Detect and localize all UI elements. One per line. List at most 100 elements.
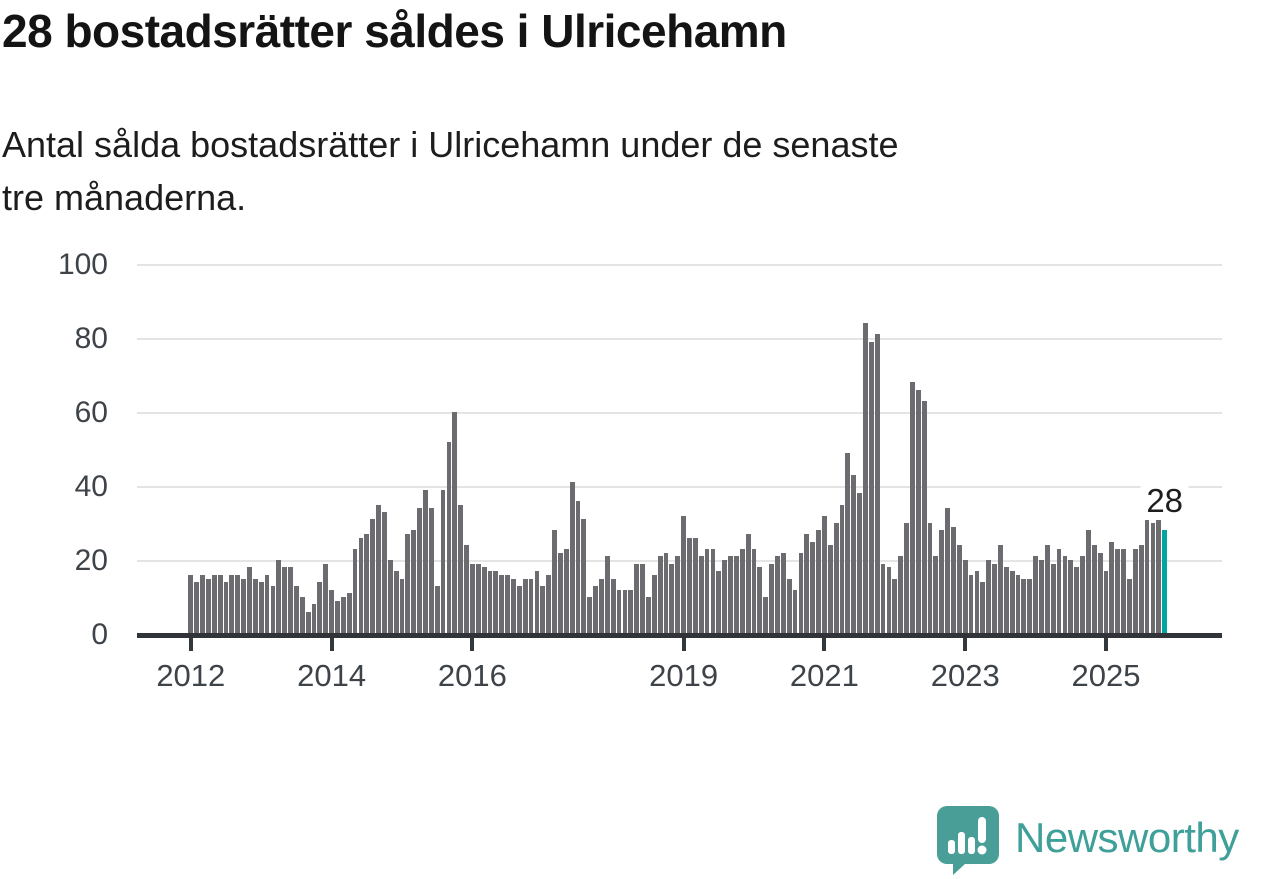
bar — [1127, 578, 1132, 634]
bar — [1150, 523, 1156, 634]
bar — [692, 537, 698, 634]
page-title: 28 bostadsrätter såldes i Ulricehamn — [2, 5, 787, 57]
chart-subtitle: Antal sålda bostadsrätter i Ulricehamn u… — [2, 124, 899, 219]
newsworthy-logo-text: Newsworthy — [1015, 814, 1239, 861]
bar — [1074, 567, 1080, 634]
bar — [734, 556, 739, 634]
bar — [939, 530, 945, 634]
newsworthy-logo-icon — [937, 806, 999, 875]
y-tick-label-80: 80 — [74, 322, 108, 355]
bar — [317, 582, 323, 634]
x-tick-label-2023: 2023 — [930, 658, 1000, 693]
bar — [1062, 556, 1068, 634]
bar — [399, 578, 405, 634]
bar — [540, 585, 546, 634]
bar — [634, 563, 640, 634]
bar — [241, 578, 246, 634]
bar — [1056, 548, 1062, 634]
bar — [434, 585, 440, 634]
bar — [323, 563, 329, 634]
bar — [546, 574, 552, 634]
x-tick-2025 — [1104, 638, 1108, 651]
bar — [311, 604, 317, 634]
bar — [188, 574, 194, 634]
bar — [646, 597, 651, 634]
bar — [722, 560, 728, 634]
bar — [382, 511, 387, 634]
bar — [868, 341, 874, 634]
bar — [1132, 548, 1138, 634]
bar — [1009, 571, 1015, 634]
x-tick-2021 — [822, 638, 827, 651]
bar — [628, 589, 634, 634]
bar — [223, 582, 229, 634]
bar — [687, 537, 692, 634]
bar — [340, 597, 346, 634]
bar — [599, 578, 604, 634]
y-tick-label-20: 20 — [74, 544, 108, 577]
bar — [704, 548, 710, 634]
bar — [681, 515, 686, 634]
bar — [569, 482, 575, 634]
bar — [675, 556, 681, 634]
bar — [211, 574, 217, 634]
bar — [798, 552, 804, 634]
bar — [1138, 545, 1144, 634]
bar — [610, 578, 616, 634]
bar — [511, 578, 516, 634]
bar — [769, 563, 774, 634]
bar — [1091, 545, 1097, 634]
last-value-label: 28 — [1140, 483, 1190, 520]
bar — [481, 567, 487, 634]
x-tick-label-2012: 2012 — [156, 658, 226, 693]
bar — [863, 323, 868, 634]
bar — [857, 493, 862, 634]
bar — [206, 578, 211, 634]
bar — [927, 523, 933, 634]
bar — [247, 567, 252, 634]
bar — [951, 526, 956, 634]
bar — [962, 560, 968, 634]
bar — [200, 574, 205, 634]
x-tick-2014 — [329, 638, 334, 651]
bar — [1027, 578, 1033, 634]
newsworthy-logo: Newsworthy — [933, 800, 1239, 876]
bar — [1109, 541, 1115, 634]
bar — [839, 504, 845, 634]
bar — [558, 552, 563, 634]
bar — [1097, 552, 1103, 634]
bar — [816, 530, 821, 634]
bar — [780, 552, 786, 634]
bar — [1033, 556, 1038, 634]
gridline-40 — [137, 486, 1222, 488]
bar — [581, 519, 587, 634]
bar — [1080, 556, 1085, 634]
bar — [305, 611, 311, 634]
bar — [528, 578, 534, 634]
x-tick-2023 — [963, 638, 968, 651]
bar — [464, 545, 469, 634]
bar — [710, 548, 716, 634]
bar — [470, 563, 475, 634]
bar — [575, 500, 581, 634]
bar — [294, 585, 299, 634]
bar — [968, 574, 974, 634]
bar — [904, 523, 909, 634]
bar — [258, 582, 264, 634]
bar — [669, 563, 675, 634]
bar-current — [1162, 530, 1168, 634]
bar — [657, 556, 663, 634]
bar — [364, 534, 370, 634]
bar — [886, 567, 892, 634]
bar — [1003, 567, 1009, 634]
bar — [980, 582, 986, 634]
bar — [405, 534, 411, 634]
bar — [493, 571, 499, 634]
bar — [880, 563, 886, 634]
bar — [352, 548, 358, 634]
bar — [892, 578, 898, 634]
bar — [329, 589, 334, 634]
bar — [522, 578, 528, 634]
bar — [763, 597, 769, 634]
